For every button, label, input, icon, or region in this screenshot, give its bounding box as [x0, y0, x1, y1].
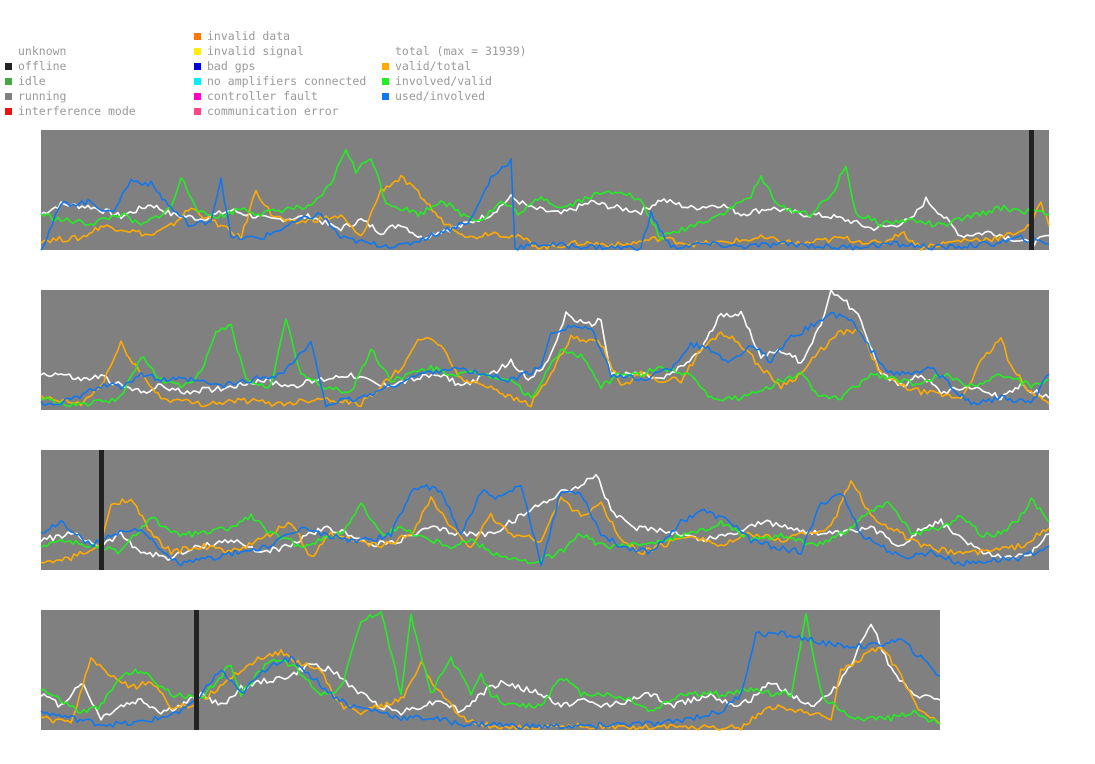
- legend-ratios: total (max = 31939) valid/total involved/v…: [382, 44, 527, 104]
- legend-item: invalid data: [194, 29, 366, 44]
- legend-item: no amplifiers connected: [194, 74, 366, 89]
- legend-label: involved/valid: [395, 74, 492, 88]
- legend-item: total (max = 31939): [382, 44, 527, 59]
- offline-marker: [1029, 130, 1034, 250]
- legend-swatch: [5, 93, 12, 100]
- series-line-used-involved: [40, 158, 1049, 251]
- legend-label: idle: [18, 74, 46, 88]
- legend-label: total (max = 31939): [395, 44, 527, 58]
- legend-swatch: [194, 78, 201, 85]
- legend-label: no amplifiers connected: [207, 74, 367, 88]
- series-line-used-involved: [40, 630, 941, 730]
- series-line-used-involved: [40, 311, 1050, 408]
- chart-row-3: [40, 450, 1050, 570]
- legend-label: running: [18, 89, 67, 103]
- legend-swatch: [5, 108, 12, 115]
- legend-status: unknown offline idle running interference mo…: [5, 44, 136, 119]
- legend-item: bad gps: [194, 59, 366, 74]
- series-line-used-involved: [40, 483, 1050, 567]
- legend-swatch: [194, 48, 201, 55]
- legend-label: valid/total: [395, 59, 472, 73]
- chart-row-4: [40, 610, 941, 731]
- legend-swatch: [194, 33, 201, 40]
- legend-swatch: [5, 78, 12, 85]
- legend-label: invalid signal: [207, 44, 304, 58]
- legend-item: valid/total: [382, 59, 527, 74]
- legend-errors: invalid data invalid signal bad gps no ampl…: [194, 29, 366, 119]
- legend-item: running: [5, 89, 136, 104]
- legend-swatch: [194, 63, 201, 70]
- legend-label: bad gps: [207, 59, 256, 73]
- series-line-total: [40, 623, 941, 721]
- legend-swatch: [382, 63, 389, 70]
- series-line-valid-total: [40, 646, 941, 731]
- series-line-total: [40, 473, 1050, 561]
- series-line-involved-valid: [40, 148, 1050, 242]
- chart-background: [41, 130, 1049, 250]
- legend-swatch: [382, 78, 389, 85]
- series-line-involved-valid: [40, 611, 941, 725]
- legend-item: unknown: [5, 44, 136, 59]
- series-line-valid-total: [40, 328, 1050, 408]
- legend-item: communication error: [194, 104, 366, 119]
- chart-row-2: [40, 289, 1050, 410]
- legend-item: involved/valid: [382, 74, 527, 89]
- legend-item: offline: [5, 59, 136, 74]
- legend-item: invalid signal: [194, 44, 366, 59]
- legend-swatch: [194, 93, 201, 100]
- legend-label: invalid data: [207, 29, 291, 43]
- legend-label: interference mode: [18, 104, 136, 118]
- legend-swatch: [382, 93, 389, 100]
- legend-label: used/involved: [395, 89, 486, 103]
- offline-marker: [99, 450, 104, 570]
- legend-item: idle: [5, 74, 136, 89]
- series-line-valid-total: [40, 480, 1050, 564]
- legend-label: controller fault: [207, 89, 318, 103]
- legend-swatch: [194, 108, 201, 115]
- offline-marker: [194, 610, 199, 730]
- legend-item: controller fault: [194, 89, 366, 104]
- legend-label: communication error: [207, 104, 339, 118]
- legend-swatch: [5, 63, 12, 70]
- chart-row-1: [40, 130, 1050, 251]
- legend-item: used/involved: [382, 89, 527, 104]
- legend-item: interference mode: [5, 104, 136, 119]
- series-line-valid-total: [40, 174, 1050, 251]
- series-line-total: [40, 289, 1050, 401]
- series-line-involved-valid: [40, 318, 1049, 408]
- legend-label: unknown: [18, 44, 67, 58]
- legend-label: offline: [18, 59, 67, 73]
